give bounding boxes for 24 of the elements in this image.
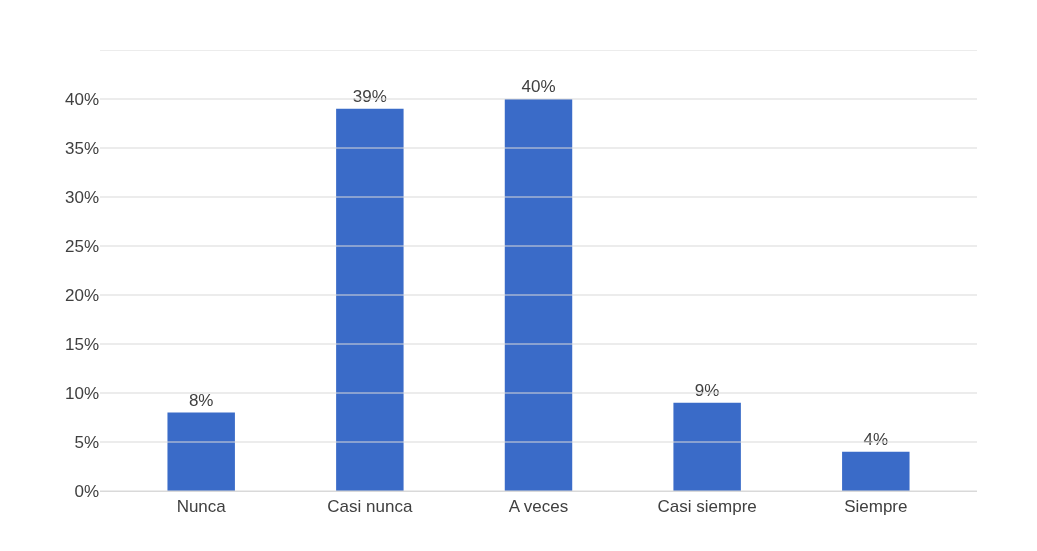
y-tick-label: 25%: [64, 236, 99, 256]
bar: [167, 412, 235, 491]
x-tick-label: Casi nunca: [327, 497, 413, 517]
y-tick-label: 15%: [64, 334, 99, 354]
data-label: 4%: [863, 429, 889, 449]
bar: [336, 108, 404, 491]
y-tick-label: 5%: [74, 432, 99, 452]
data-label: 39%: [352, 86, 387, 106]
bar: [504, 99, 573, 491]
bar: [842, 451, 910, 491]
y-tick-label: 35%: [64, 138, 99, 158]
y-tick-label: 40%: [64, 89, 99, 109]
data-label: 9%: [694, 380, 720, 400]
x-tick-label: Casi siempre: [657, 497, 757, 517]
x-tick-label: Nunca: [176, 497, 227, 517]
data-label: 8%: [188, 390, 214, 410]
data-label: 40%: [521, 77, 556, 96]
y-tick-label: 20%: [64, 285, 99, 305]
x-tick-label: A veces: [508, 497, 569, 517]
bar: [673, 402, 741, 491]
y-tick-label: 10%: [64, 383, 99, 403]
y-tick-label: 30%: [64, 187, 99, 207]
y-tick-label: 0%: [74, 481, 99, 501]
x-tick-label: Siempre: [844, 497, 908, 517]
